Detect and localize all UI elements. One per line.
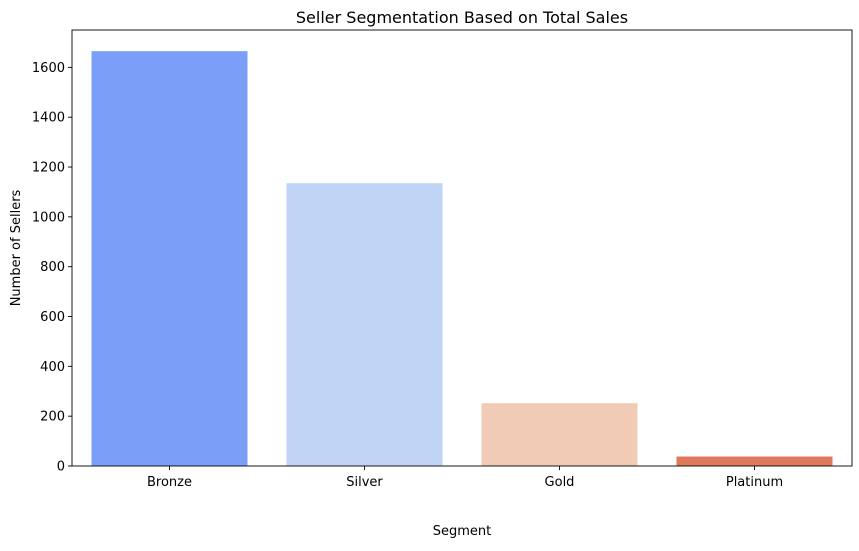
y-axis-label: Number of Sellers bbox=[9, 189, 24, 306]
x-tick-label: Bronze bbox=[147, 475, 192, 490]
y-tick-label: 800 bbox=[40, 260, 65, 275]
x-tick-label: Silver bbox=[346, 475, 383, 490]
y-tick-label: 1200 bbox=[32, 161, 65, 176]
x-tick-label: Platinum bbox=[726, 475, 783, 490]
bar-gold bbox=[481, 403, 638, 466]
y-tick-label: 0 bbox=[57, 460, 65, 475]
bar-bronze bbox=[91, 51, 248, 466]
y-tick-label: 1000 bbox=[32, 210, 65, 225]
x-axis-label: Segment bbox=[433, 524, 492, 539]
y-tick-label: 1600 bbox=[32, 61, 65, 76]
y-tick-label: 400 bbox=[40, 360, 65, 375]
y-tick-label: 1400 bbox=[32, 111, 65, 126]
y-axis-ticks: 0 200 400 600 800 1000 1200 1400 1600 bbox=[32, 61, 72, 475]
bar-platinum bbox=[676, 456, 833, 466]
chart-title: Seller Segmentation Based on Total Sales bbox=[296, 8, 628, 27]
y-tick-label: 200 bbox=[40, 410, 65, 425]
bars-layer bbox=[91, 51, 833, 467]
y-tick-label: 600 bbox=[40, 310, 65, 325]
plot-frame bbox=[71, 29, 853, 467]
bar-silver bbox=[286, 183, 443, 467]
x-tick-label: Gold bbox=[545, 475, 575, 490]
x-axis-ticks: Bronze Silver Gold Platinum bbox=[147, 466, 783, 490]
